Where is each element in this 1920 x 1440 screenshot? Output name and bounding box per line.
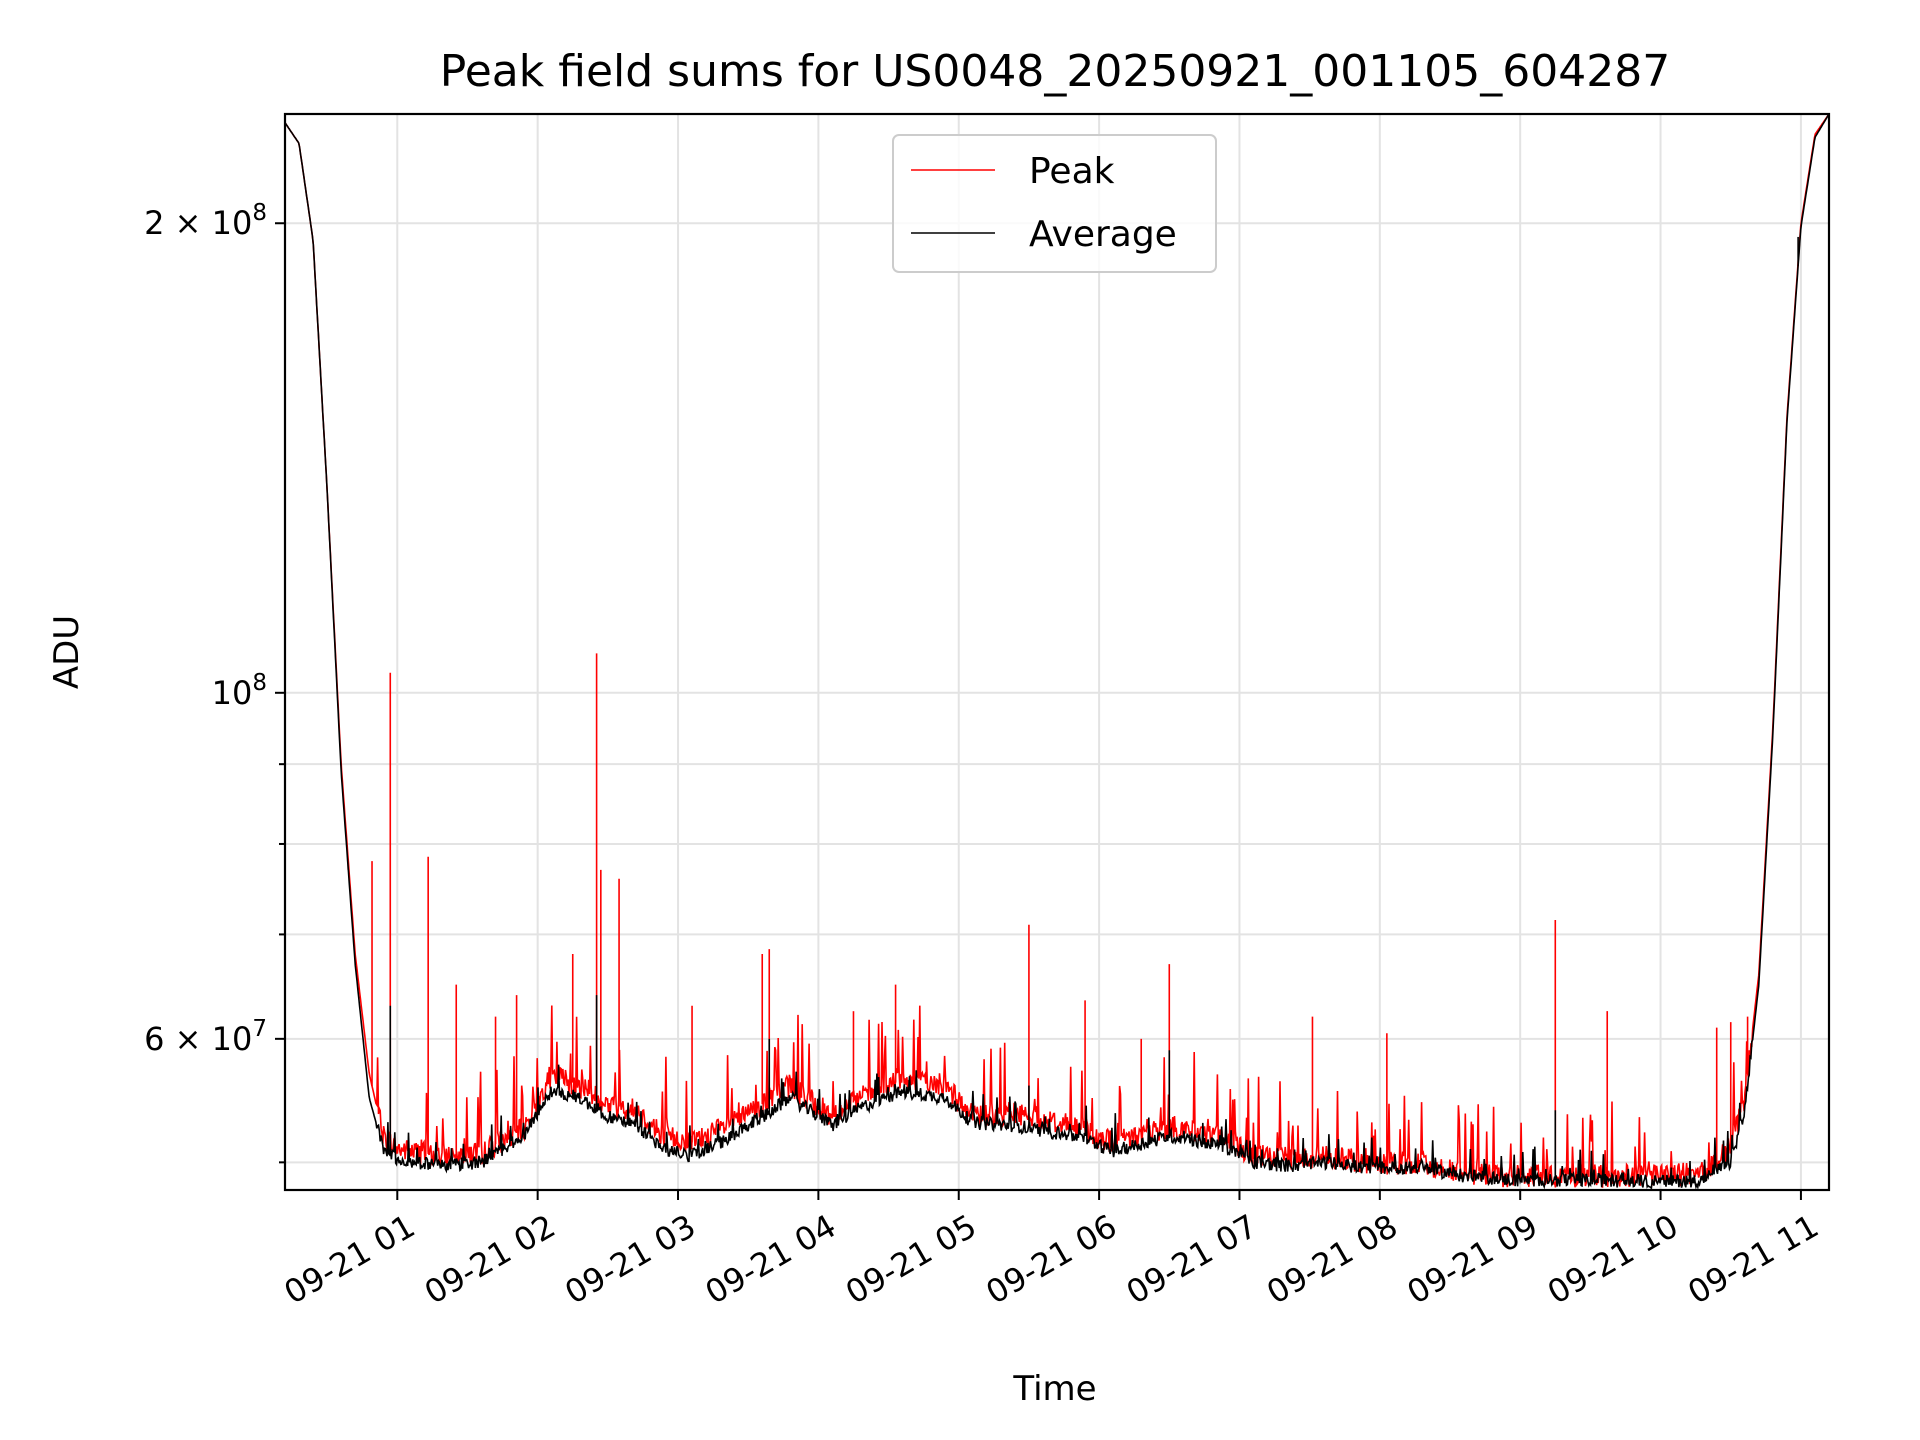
x-tick-label: 09-21 04	[699, 1207, 843, 1312]
x-tick-label: 09-21 11	[1681, 1207, 1825, 1312]
x-tick-label: 09-21 10	[1541, 1207, 1685, 1312]
legend-average-label: Average	[1029, 214, 1177, 255]
chart-title: Peak field sums for US0048_20250921_0011…	[440, 46, 1670, 97]
x-tick-label: 09-21 02	[418, 1207, 562, 1312]
legend-peak-label: Peak	[1029, 151, 1115, 192]
plot-area-frame	[283, 112, 1831, 1192]
legend: Peak Average	[892, 134, 1217, 273]
y-tick-label: 2 × 108	[144, 200, 267, 242]
x-tick-label: 09-21 08	[1260, 1207, 1404, 1312]
y-axis-label: ADU	[47, 615, 87, 689]
series-line-average	[284, 113, 1830, 1191]
y-tick-label: 108	[212, 670, 267, 712]
x-tick-label: 09-21 03	[558, 1207, 702, 1312]
x-tick-label: 09-21 07	[1120, 1207, 1264, 1312]
series-layer	[284, 113, 1830, 1191]
x-tick-label: 09-21 09	[1401, 1207, 1545, 1312]
y-axis-ticks: 6 × 107 108 2 × 108	[144, 200, 285, 1164]
y-tick-label: 6 × 107	[144, 1016, 267, 1058]
x-tick-label: 09-21 05	[839, 1207, 983, 1312]
x-tick-label: 09-21 01	[278, 1207, 422, 1312]
x-axis-label: Time	[1012, 1369, 1096, 1409]
x-tick-label: 09-21 06	[980, 1207, 1124, 1312]
